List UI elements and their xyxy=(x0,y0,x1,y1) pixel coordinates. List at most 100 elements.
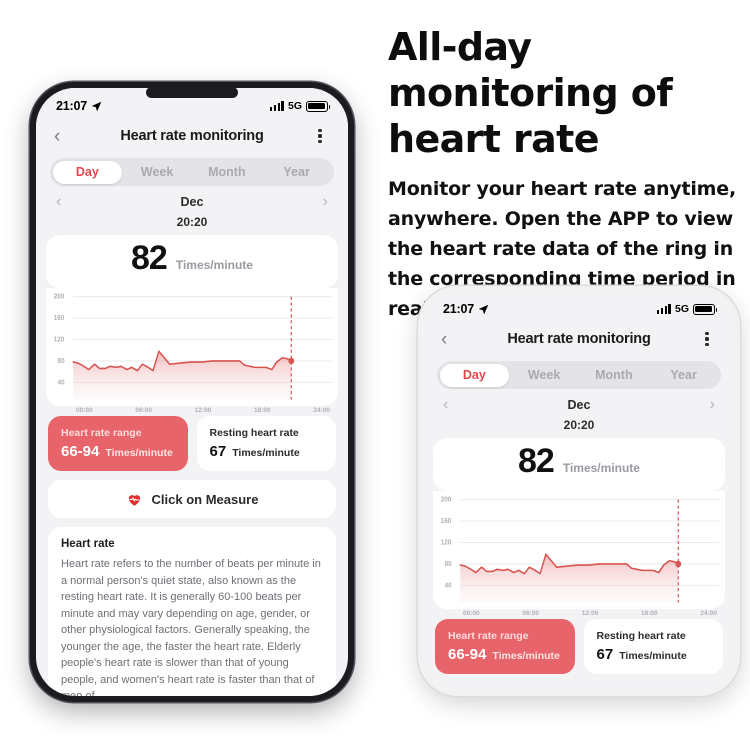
reading-timestamp: 20:20 xyxy=(36,210,348,235)
more-vertical-icon[interactable] xyxy=(310,128,330,144)
marketing-body: Monitor your heart rate anytime, anywher… xyxy=(388,178,736,320)
status-bar-left: 21:07 xyxy=(56,99,102,113)
stat-resting-label: Resting heart rate xyxy=(209,427,299,439)
dynamic-island xyxy=(146,87,238,98)
svg-text:200: 200 xyxy=(54,293,65,300)
status-time-2: 21:07 xyxy=(443,302,474,316)
back-button-2[interactable]: ‹ xyxy=(441,328,448,350)
stat-range-value-2: 66-94 xyxy=(448,646,487,663)
bpm-value-2: 82 xyxy=(518,442,555,480)
phone-mockup-secondary: 21:07 5G ‹ Heart rate monitoring xyxy=(418,286,740,696)
chart-area-fill xyxy=(73,351,292,400)
date-label: Dec xyxy=(180,195,204,209)
x-tick-0: 00:00 xyxy=(76,407,93,414)
tab-year[interactable]: Year xyxy=(283,165,310,179)
chart-marker-dot-2 xyxy=(675,560,682,568)
date-next-button-2[interactable]: › xyxy=(709,396,715,413)
more-vertical-icon[interactable] xyxy=(697,331,717,347)
x-tick-4: 24:00 xyxy=(313,407,330,414)
heart-rate-chart-2[interactable]: 200 160 120 80 40 00:00 06:00 12:00 18: xyxy=(433,491,725,617)
stat-resting-value-2: 67 xyxy=(596,646,614,663)
heart-rate-chart[interactable]: 200 160 120 80 40 00:00 06:00 12:00 18: xyxy=(46,288,338,414)
phone-mockup-primary: 21:07 5G ‹ Heart rate monitoring xyxy=(30,82,354,702)
app-screen-secondary: 21:07 5G ‹ Heart rate monitoring xyxy=(423,291,735,691)
app-screen-primary: 21:07 5G ‹ Heart rate monitoring xyxy=(36,88,348,696)
tab-month-2[interactable]: Month xyxy=(595,368,633,382)
tab-week-2[interactable]: Week xyxy=(527,368,561,382)
tab-day[interactable]: Day xyxy=(52,160,123,184)
chart-area-fill-2 xyxy=(460,554,679,603)
signal-bars-icon xyxy=(269,101,284,111)
x-tick-3: 18:00 xyxy=(641,610,658,617)
stat-card-range-2[interactable]: Heart rate range 66-94 Times/minute xyxy=(435,619,575,674)
tab-month[interactable]: Month xyxy=(208,165,246,179)
date-prev-button[interactable]: ‹ xyxy=(56,193,62,210)
svg-text:40: 40 xyxy=(445,582,452,589)
tab-year-2[interactable]: Year xyxy=(670,368,697,382)
nav-bar-2: ‹ Heart rate monitoring xyxy=(423,321,735,357)
tab-day-2[interactable]: Day xyxy=(439,363,510,387)
page-title-2: Heart rate monitoring xyxy=(507,331,651,347)
signal-bars-icon xyxy=(656,304,671,314)
stat-range-value: 66-94 xyxy=(61,443,100,460)
date-label-2: Dec xyxy=(567,398,591,412)
stat-range-unit-2: Times/minute xyxy=(492,650,560,662)
bpm-row-2: 82 Times/minute xyxy=(433,438,725,491)
battery-icon xyxy=(693,303,718,315)
chart-y-ticks: 200 160 120 80 40 xyxy=(54,293,65,386)
date-prev-button-2[interactable]: ‹ xyxy=(443,396,449,413)
reading-timestamp-2: 20:20 xyxy=(423,413,735,438)
status-bar-right: 5G xyxy=(269,100,331,112)
stat-card-resting-2[interactable]: Resting heart rate 67 Times/minute xyxy=(583,619,723,674)
svg-text:160: 160 xyxy=(54,315,65,322)
measure-button[interactable]: Click on Measure xyxy=(48,480,336,518)
x-tick-1: 06:00 xyxy=(522,610,539,617)
stat-resting-unit-2: Times/minute xyxy=(619,650,687,662)
page-title: Heart rate monitoring xyxy=(120,128,264,144)
stat-range-valuerow: 66-94 Times/minute xyxy=(61,443,175,460)
chart-line xyxy=(72,350,293,372)
bpm-unit: Times/minute xyxy=(175,258,253,272)
info-title: Heart rate xyxy=(61,538,115,550)
status-bar-left-2: 21:07 xyxy=(443,302,489,316)
tab-week[interactable]: Week xyxy=(140,165,174,179)
back-button[interactable]: ‹ xyxy=(54,125,61,147)
reading-card: 82 Times/minute xyxy=(46,235,338,288)
bpm-value: 82 xyxy=(131,239,168,277)
stat-range-label-2: Heart rate range xyxy=(448,630,529,642)
network-label-2: 5G xyxy=(674,303,689,315)
x-tick-4: 24:00 xyxy=(700,610,717,617)
period-tabs: Day Week Month Year xyxy=(50,158,334,186)
battery-icon xyxy=(306,100,331,112)
heart-pulse-icon xyxy=(128,494,140,506)
info-card: Heart rate Heart rate refers to the numb… xyxy=(48,527,336,696)
stat-range-valuerow-2: 66-94 Times/minute xyxy=(448,646,562,663)
svg-text:80: 80 xyxy=(58,358,65,365)
chart-marker-dot xyxy=(288,357,295,365)
chart-line-2 xyxy=(459,553,680,575)
stat-card-range[interactable]: Heart rate range 66-94 Times/minute xyxy=(48,416,188,471)
bpm-unit-2: Times/minute xyxy=(562,461,640,475)
status-time: 21:07 xyxy=(56,99,87,113)
svg-text:200: 200 xyxy=(441,496,452,503)
stat-resting-label-2: Resting heart rate xyxy=(596,630,686,642)
nav-bar: ‹ Heart rate monitoring xyxy=(36,118,348,154)
chart-y-ticks-2: 200 160 120 80 40 xyxy=(441,496,452,589)
svg-text:120: 120 xyxy=(54,336,65,343)
stat-resting-unit: Times/minute xyxy=(232,447,300,459)
x-tick-1: 06:00 xyxy=(135,407,152,414)
status-bar-2: 21:07 5G xyxy=(423,291,735,321)
svg-text:40: 40 xyxy=(58,379,65,386)
period-tabs-wrap-2: Day Week Month Year xyxy=(423,357,735,389)
stat-resting-valuerow: 67 Times/minute xyxy=(210,443,324,460)
date-navigation: ‹ Dec › xyxy=(36,186,348,210)
stat-resting-valuerow-2: 67 Times/minute xyxy=(597,646,711,663)
stat-card-resting[interactable]: Resting heart rate 67 Times/minute xyxy=(196,416,336,471)
x-tick-2: 12:00 xyxy=(581,610,599,617)
chart-svg: 200 160 120 80 40 xyxy=(54,293,333,400)
status-bar-right-2: 5G xyxy=(656,303,718,315)
x-tick-3: 18:00 xyxy=(254,407,271,414)
date-next-button[interactable]: › xyxy=(322,193,328,210)
location-arrow-icon xyxy=(478,304,489,314)
stat-cards: Heart rate range 66-94 Times/minute Rest… xyxy=(36,406,348,471)
